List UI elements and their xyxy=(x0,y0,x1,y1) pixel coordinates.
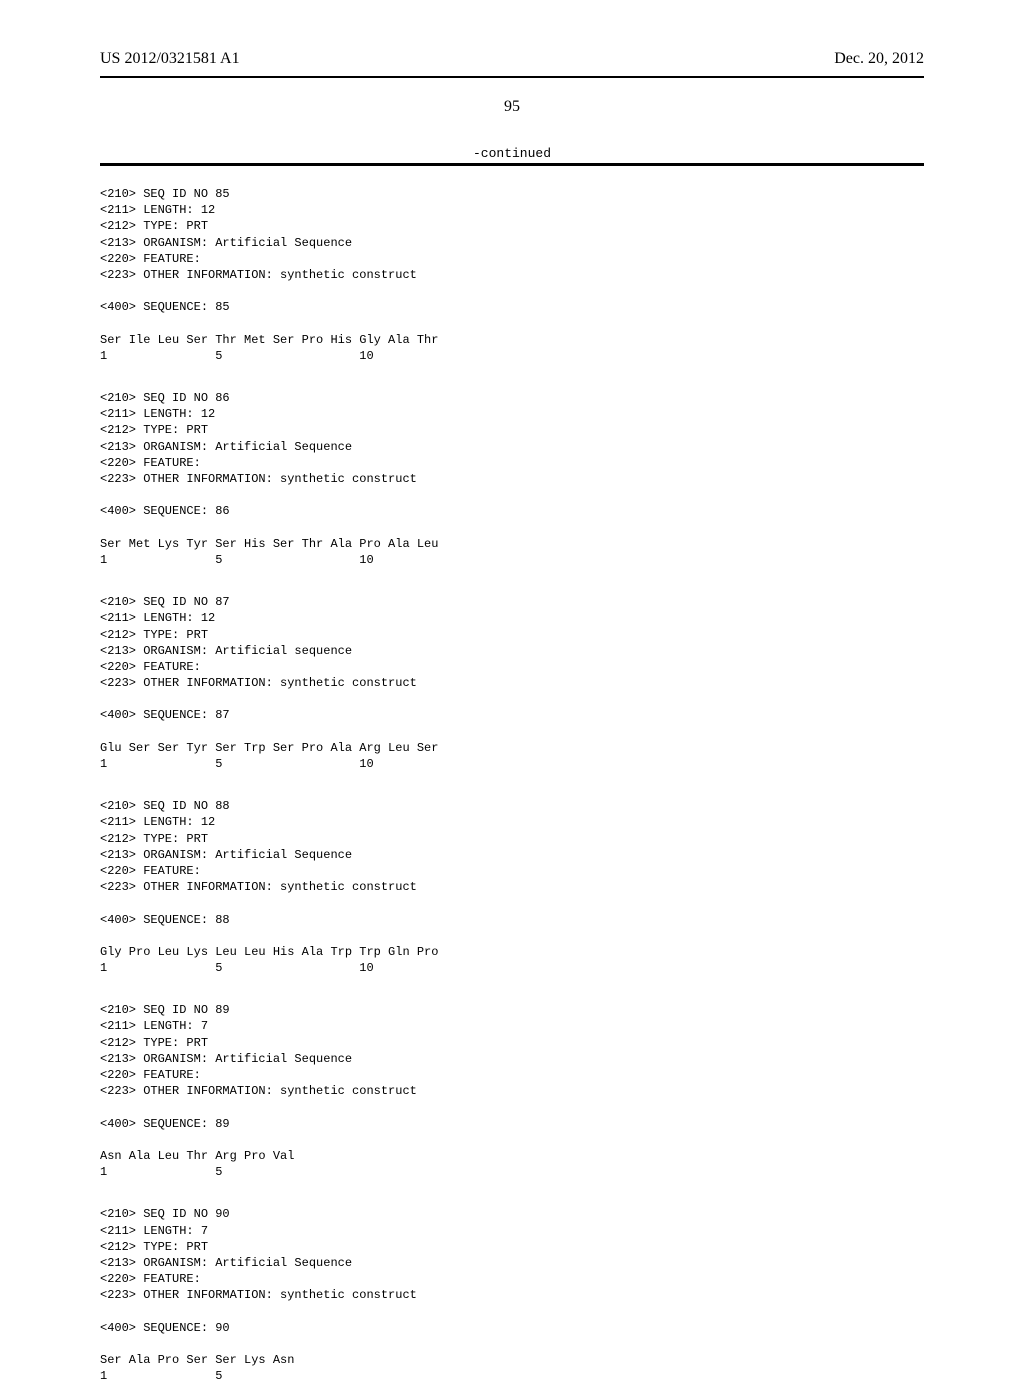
sequence-block: <210> SEQ ID NO 86<211> LENGTH: 12<212> … xyxy=(100,390,924,568)
sequence-meta-line: <220> FEATURE: xyxy=(100,1067,924,1083)
sequence-position-numbers: 1 5 xyxy=(100,1164,924,1180)
publication-date: Dec. 20, 2012 xyxy=(834,50,924,68)
sequence-meta-line: <212> TYPE: PRT xyxy=(100,831,924,847)
blank-line xyxy=(100,283,924,299)
sequence-meta-line: <211> LENGTH: 7 xyxy=(100,1018,924,1034)
sequence-header-line: <400> SEQUENCE: 86 xyxy=(100,503,924,519)
sequence-meta-line: <212> TYPE: PRT xyxy=(100,1239,924,1255)
sequence-meta-line: <220> FEATURE: xyxy=(100,659,924,675)
sequence-meta-line: <220> FEATURE: xyxy=(100,863,924,879)
blank-line xyxy=(100,724,924,740)
sequence-header-line: <400> SEQUENCE: 88 xyxy=(100,912,924,928)
sequence-meta-line: <211> LENGTH: 12 xyxy=(100,610,924,626)
sequence-listing: <210> SEQ ID NO 85<211> LENGTH: 12<212> … xyxy=(100,186,924,1384)
sequence-meta-line: <220> FEATURE: xyxy=(100,1271,924,1287)
sequence-meta-line: <210> SEQ ID NO 86 xyxy=(100,390,924,406)
sequence-block: <210> SEQ ID NO 89<211> LENGTH: 7<212> T… xyxy=(100,1002,924,1180)
sequence-residues: Glu Ser Ser Tyr Ser Trp Ser Pro Ala Arg … xyxy=(100,740,924,756)
sequence-residues: Gly Pro Leu Lys Leu Leu His Ala Trp Trp … xyxy=(100,944,924,960)
sequence-block: <210> SEQ ID NO 88<211> LENGTH: 12<212> … xyxy=(100,798,924,976)
sequence-residues: Ser Ala Pro Ser Ser Lys Asn xyxy=(100,1352,924,1368)
sequence-meta-line: <210> SEQ ID NO 88 xyxy=(100,798,924,814)
sequence-header-line: <400> SEQUENCE: 87 xyxy=(100,707,924,723)
sequence-position-numbers: 1 5 10 xyxy=(100,960,924,976)
sequence-header-line: <400> SEQUENCE: 85 xyxy=(100,299,924,315)
sequence-block: <210> SEQ ID NO 90<211> LENGTH: 7<212> T… xyxy=(100,1206,924,1384)
continued-label: -continued xyxy=(100,146,924,161)
sequence-meta-line: <223> OTHER INFORMATION: synthetic const… xyxy=(100,1287,924,1303)
sequence-meta-line: <212> TYPE: PRT xyxy=(100,218,924,234)
sequence-meta-line: <213> ORGANISM: Artificial sequence xyxy=(100,643,924,659)
blank-line xyxy=(100,895,924,911)
blank-line xyxy=(100,1336,924,1352)
sequence-meta-line: <211> LENGTH: 12 xyxy=(100,202,924,218)
sequence-meta-line: <212> TYPE: PRT xyxy=(100,1035,924,1051)
sequence-meta-line: <223> OTHER INFORMATION: synthetic const… xyxy=(100,879,924,895)
sequence-meta-line: <223> OTHER INFORMATION: synthetic const… xyxy=(100,267,924,283)
blank-line xyxy=(100,487,924,503)
sequence-meta-line: <211> LENGTH: 7 xyxy=(100,1223,924,1239)
page-number: 95 xyxy=(100,98,924,116)
sequence-meta-line: <213> ORGANISM: Artificial Sequence xyxy=(100,1255,924,1271)
blank-line xyxy=(100,1303,924,1319)
sequence-position-numbers: 1 5 10 xyxy=(100,756,924,772)
sequence-meta-line: <212> TYPE: PRT xyxy=(100,627,924,643)
publication-number: US 2012/0321581 A1 xyxy=(100,50,240,68)
header-rule xyxy=(100,76,924,78)
page-header: US 2012/0321581 A1 Dec. 20, 2012 xyxy=(100,50,924,68)
sequence-meta-line: <212> TYPE: PRT xyxy=(100,422,924,438)
sequence-meta-line: <210> SEQ ID NO 87 xyxy=(100,594,924,610)
sequence-position-numbers: 1 5 10 xyxy=(100,348,924,364)
sequence-meta-line: <213> ORGANISM: Artificial Sequence xyxy=(100,439,924,455)
sequence-residues: Asn Ala Leu Thr Arg Pro Val xyxy=(100,1148,924,1164)
sequence-meta-line: <210> SEQ ID NO 90 xyxy=(100,1206,924,1222)
sequence-block: <210> SEQ ID NO 85<211> LENGTH: 12<212> … xyxy=(100,186,924,364)
blank-line xyxy=(100,316,924,332)
blank-line xyxy=(100,928,924,944)
sequence-meta-line: <223> OTHER INFORMATION: synthetic const… xyxy=(100,1083,924,1099)
sequence-meta-line: <210> SEQ ID NO 89 xyxy=(100,1002,924,1018)
sequence-header-line: <400> SEQUENCE: 90 xyxy=(100,1320,924,1336)
sequence-meta-line: <220> FEATURE: xyxy=(100,251,924,267)
sequence-meta-line: <213> ORGANISM: Artificial Sequence xyxy=(100,847,924,863)
blank-line xyxy=(100,691,924,707)
blank-line xyxy=(100,1099,924,1115)
sequence-meta-line: <211> LENGTH: 12 xyxy=(100,406,924,422)
blank-line xyxy=(100,520,924,536)
section-rule xyxy=(100,163,924,166)
blank-line xyxy=(100,1132,924,1148)
sequence-meta-line: <213> ORGANISM: Artificial Sequence xyxy=(100,1051,924,1067)
sequence-meta-line: <220> FEATURE: xyxy=(100,455,924,471)
sequence-position-numbers: 1 5 10 xyxy=(100,552,924,568)
sequence-meta-line: <211> LENGTH: 12 xyxy=(100,814,924,830)
sequence-position-numbers: 1 5 xyxy=(100,1368,924,1384)
patent-page: US 2012/0321581 A1 Dec. 20, 2012 95 -con… xyxy=(0,0,1024,1320)
sequence-meta-line: <210> SEQ ID NO 85 xyxy=(100,186,924,202)
sequence-meta-line: <213> ORGANISM: Artificial Sequence xyxy=(100,235,924,251)
sequence-residues: Ser Met Lys Tyr Ser His Ser Thr Ala Pro … xyxy=(100,536,924,552)
sequence-block: <210> SEQ ID NO 87<211> LENGTH: 12<212> … xyxy=(100,594,924,772)
sequence-meta-line: <223> OTHER INFORMATION: synthetic const… xyxy=(100,471,924,487)
sequence-residues: Ser Ile Leu Ser Thr Met Ser Pro His Gly … xyxy=(100,332,924,348)
sequence-meta-line: <223> OTHER INFORMATION: synthetic const… xyxy=(100,675,924,691)
sequence-header-line: <400> SEQUENCE: 89 xyxy=(100,1116,924,1132)
